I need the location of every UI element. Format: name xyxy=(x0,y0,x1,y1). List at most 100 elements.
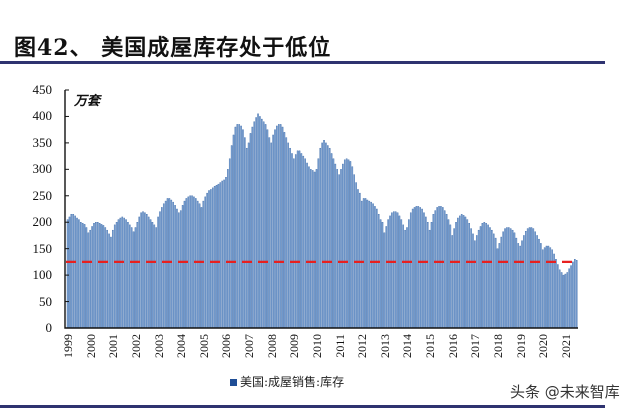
x-tick-label: 2014 xyxy=(400,334,415,358)
bar xyxy=(430,222,433,329)
bar xyxy=(270,142,273,329)
bar xyxy=(98,223,101,329)
bar xyxy=(313,171,316,329)
bar xyxy=(570,265,572,329)
bar xyxy=(179,210,182,329)
bar xyxy=(119,217,122,329)
bar xyxy=(338,174,340,329)
bar xyxy=(491,229,493,329)
x-tick-label: 2007 xyxy=(242,334,257,358)
bar xyxy=(474,240,476,329)
bar xyxy=(511,229,514,329)
x-tick-label: 2018 xyxy=(490,334,505,358)
bar xyxy=(300,153,303,329)
bar xyxy=(555,259,557,329)
bar xyxy=(419,207,421,329)
bar xyxy=(196,200,199,329)
bar xyxy=(370,201,372,329)
bar xyxy=(308,166,310,329)
bar xyxy=(449,224,452,329)
bar xyxy=(234,126,237,329)
bar xyxy=(485,223,487,329)
bar xyxy=(113,224,116,329)
bar xyxy=(285,137,288,329)
bar xyxy=(144,212,146,329)
bar xyxy=(76,217,78,329)
y-tick-label: 250 xyxy=(32,187,53,203)
bar xyxy=(536,235,538,329)
legend-swatch-icon xyxy=(230,379,237,386)
bar xyxy=(538,238,540,329)
bar xyxy=(236,124,239,329)
bar xyxy=(91,226,93,329)
bar xyxy=(340,169,342,329)
bar xyxy=(327,145,329,329)
bar xyxy=(255,117,257,329)
bar xyxy=(121,216,124,329)
bar xyxy=(323,140,325,329)
bar xyxy=(494,237,497,329)
bar xyxy=(575,260,578,329)
bar xyxy=(251,126,254,329)
bar xyxy=(108,233,110,329)
bar xyxy=(343,159,346,329)
bar xyxy=(321,142,323,329)
bar xyxy=(125,219,127,329)
bar xyxy=(330,153,333,329)
bar xyxy=(206,192,208,329)
bar xyxy=(279,124,282,329)
bar xyxy=(526,228,529,329)
bar xyxy=(294,154,297,329)
bar xyxy=(415,206,418,329)
bar xyxy=(360,200,363,329)
bar xyxy=(123,217,125,329)
bar xyxy=(404,229,406,329)
bar xyxy=(541,249,544,329)
bar xyxy=(504,228,506,329)
x-tick-label: 2008 xyxy=(264,334,279,358)
bar xyxy=(213,186,216,329)
bar xyxy=(351,166,354,329)
bar xyxy=(508,227,510,329)
bar xyxy=(110,236,112,329)
bar xyxy=(319,147,322,329)
bar xyxy=(83,224,86,329)
bar xyxy=(228,158,231,329)
bar xyxy=(221,180,223,329)
bar xyxy=(261,118,263,329)
bar xyxy=(277,124,280,329)
bar xyxy=(534,231,537,329)
bar xyxy=(475,235,478,329)
x-tick-label: 2001 xyxy=(106,334,121,358)
bar xyxy=(211,187,214,329)
bar xyxy=(129,224,131,329)
x-tick-label: 2017 xyxy=(468,334,483,358)
bar xyxy=(93,223,95,329)
bar xyxy=(145,214,148,329)
bar xyxy=(147,216,150,329)
bar xyxy=(487,224,489,329)
bar xyxy=(372,203,374,329)
bar xyxy=(257,113,259,329)
bar xyxy=(528,227,531,329)
bar xyxy=(481,223,484,329)
bar xyxy=(151,222,154,329)
bar xyxy=(460,214,463,329)
bar xyxy=(183,200,186,329)
bar xyxy=(560,272,563,329)
bar xyxy=(70,214,73,329)
bar xyxy=(406,227,408,329)
y-tick-label: 350 xyxy=(32,134,53,150)
bar xyxy=(170,199,173,329)
bar xyxy=(500,236,503,329)
bar xyxy=(315,169,318,329)
bar xyxy=(447,219,450,329)
bar xyxy=(115,222,118,329)
bar xyxy=(517,243,520,329)
bar xyxy=(259,116,261,329)
bar xyxy=(342,163,344,329)
bar xyxy=(432,214,435,329)
x-tick-label: 2004 xyxy=(174,334,189,358)
bar xyxy=(389,215,391,329)
bar xyxy=(562,274,565,329)
